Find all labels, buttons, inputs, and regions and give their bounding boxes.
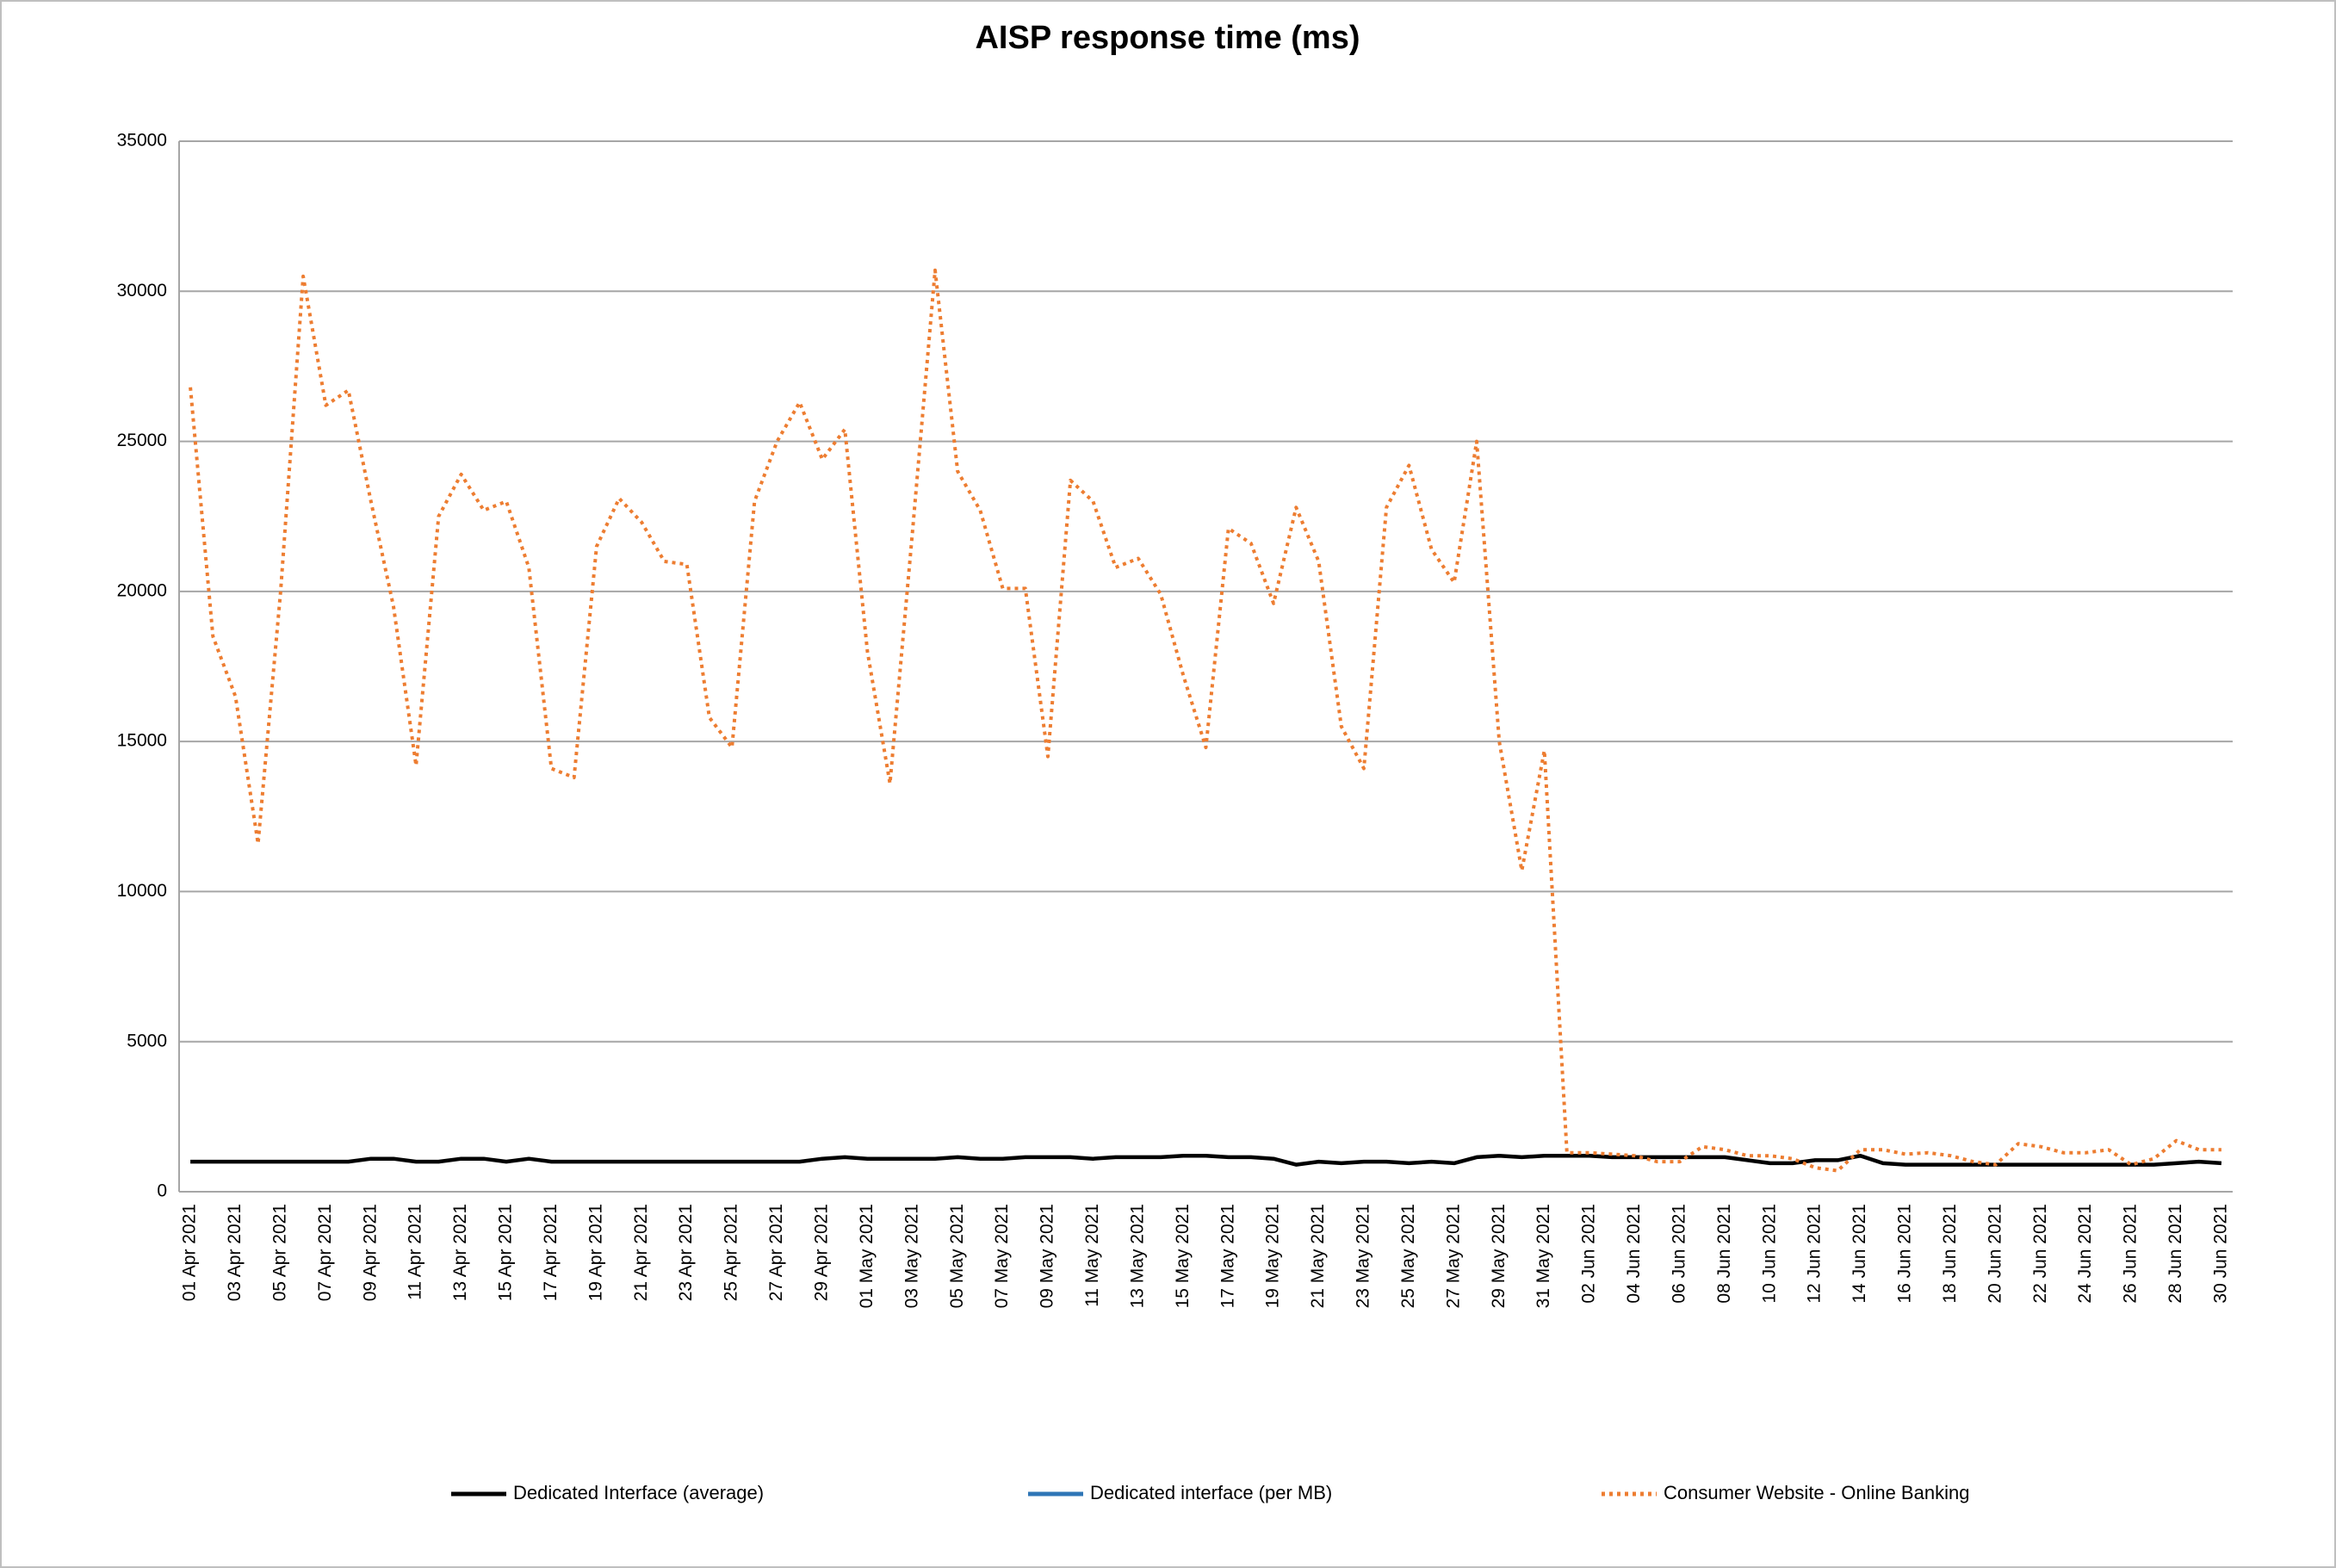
- x-tick-label: 03 Apr 2021: [225, 1204, 245, 1301]
- x-tick-label: 13 Apr 2021: [450, 1204, 470, 1301]
- y-tick-label: 25000: [117, 431, 167, 450]
- x-tick-label: 13 May 2021: [1127, 1204, 1147, 1308]
- x-tick-label: 21 Apr 2021: [631, 1204, 651, 1301]
- x-tick-label: 26 Jun 2021: [2121, 1204, 2141, 1304]
- x-tick-label: 07 Apr 2021: [315, 1204, 335, 1301]
- x-tick-label: 16 Jun 2021: [1895, 1204, 1915, 1304]
- x-tick-label: 21 May 2021: [1308, 1204, 1328, 1308]
- y-tick-label: 5000: [127, 1031, 167, 1050]
- x-tick-label: 15 Apr 2021: [496, 1204, 516, 1301]
- x-tick-label: 31 May 2021: [1534, 1204, 1553, 1308]
- x-tick-label: 14 Jun 2021: [1850, 1204, 1869, 1304]
- x-tick-label: 22 Jun 2021: [2030, 1204, 2050, 1304]
- x-tick-label: 17 May 2021: [1218, 1204, 1237, 1308]
- x-tick-label: 02 Jun 2021: [1579, 1204, 1599, 1304]
- x-tick-label: 18 Jun 2021: [1940, 1204, 1960, 1304]
- x-tick-label: 17 Apr 2021: [541, 1204, 561, 1301]
- x-tick-label: 06 Jun 2021: [1669, 1204, 1688, 1304]
- x-tick-label: 10 Jun 2021: [1759, 1204, 1779, 1304]
- x-tick-label: 19 Apr 2021: [586, 1204, 605, 1301]
- chart-title: AISP response time (ms): [975, 20, 1360, 56]
- y-tick-label: 15000: [117, 731, 167, 751]
- x-tick-label: 24 Jun 2021: [2075, 1204, 2095, 1304]
- x-tick-label: 27 May 2021: [1443, 1204, 1463, 1308]
- x-tick-label: 09 May 2021: [1038, 1204, 1057, 1308]
- series-line: [189, 268, 2221, 1173]
- x-tick-label: 05 Apr 2021: [270, 1204, 289, 1301]
- x-tick-label: 04 Jun 2021: [1624, 1204, 1644, 1304]
- x-tick-label: 09 Apr 2021: [360, 1204, 380, 1301]
- x-tick-label: 30 Jun 2021: [2210, 1204, 2230, 1304]
- x-tick-label: 15 May 2021: [1173, 1204, 1193, 1308]
- y-tick-label: 35000: [117, 131, 167, 151]
- y-tick-label: 10000: [117, 881, 167, 901]
- x-tick-label: 07 May 2021: [992, 1204, 1012, 1308]
- x-tick-label: 25 Apr 2021: [722, 1204, 741, 1301]
- x-tick-label: 20 Jun 2021: [1985, 1204, 2004, 1304]
- x-tick-label: 29 May 2021: [1489, 1204, 1509, 1308]
- x-tick-label: 25 May 2021: [1398, 1204, 1418, 1308]
- x-tick-label: 19 May 2021: [1263, 1204, 1283, 1308]
- x-tick-label: 11 May 2021: [1082, 1204, 1102, 1307]
- x-tick-label: 08 Jun 2021: [1714, 1204, 1734, 1304]
- x-tick-label: 01 May 2021: [857, 1204, 877, 1308]
- x-tick-label: 11 Apr 2021: [406, 1204, 425, 1300]
- x-tick-label: 01 Apr 2021: [180, 1204, 200, 1301]
- y-tick-label: 30000: [117, 281, 167, 301]
- x-tick-label: 23 May 2021: [1354, 1204, 1373, 1308]
- y-tick-label: 0: [157, 1181, 167, 1201]
- x-tick-label: 03 May 2021: [902, 1204, 921, 1308]
- x-tick-label: 05 May 2021: [947, 1204, 967, 1308]
- x-tick-label: 12 Jun 2021: [1805, 1204, 1825, 1304]
- legend-label: Consumer Website - Online Banking: [1664, 1482, 1969, 1503]
- legend-label: Dedicated interface (per MB): [1090, 1482, 1332, 1503]
- series-line: [190, 1153, 2222, 1167]
- x-tick-label: 23 Apr 2021: [676, 1204, 696, 1301]
- x-tick-label: 28 Jun 2021: [2166, 1204, 2185, 1304]
- legend-label: Dedicated Interface (average): [513, 1482, 764, 1503]
- y-tick-label: 20000: [117, 580, 167, 600]
- x-tick-label: 27 Apr 2021: [766, 1204, 786, 1301]
- x-tick-label: 29 Apr 2021: [811, 1204, 831, 1301]
